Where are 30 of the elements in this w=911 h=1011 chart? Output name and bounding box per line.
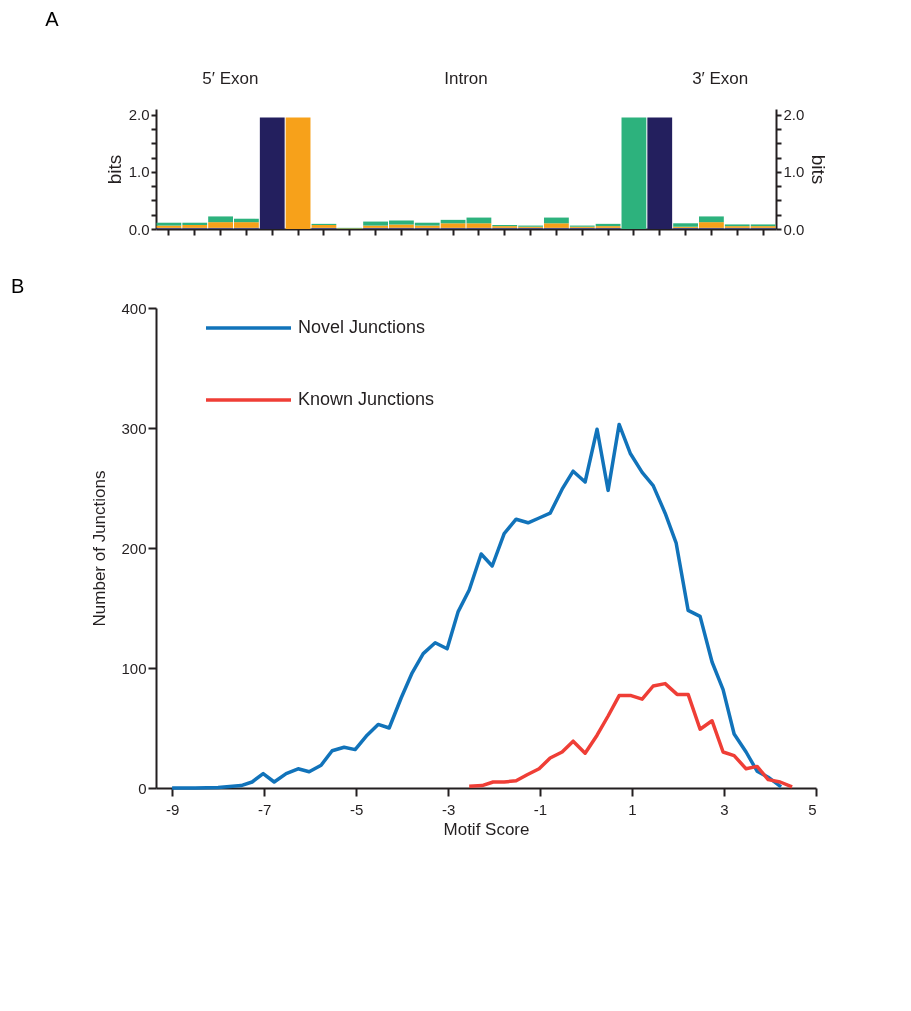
y-tick-label: 400 <box>121 299 147 317</box>
chart-title: B <box>10 275 25 297</box>
legend-label: Known Junctions <box>298 389 435 409</box>
y-tick-label: 0 <box>138 779 147 797</box>
y-axis-title: bits <box>103 154 125 185</box>
y-tick-label: 100 <box>121 659 147 677</box>
y-tick-label: 1.0 <box>128 163 150 181</box>
x-tick-label: -7 <box>257 800 272 818</box>
legend-label: Novel Junctions <box>298 317 426 337</box>
y-tick-label: 2.0 <box>128 106 150 124</box>
x-tick-label: 1 <box>628 800 637 818</box>
y-axis-title: Number of Junctions <box>90 470 110 627</box>
x-axis-title: Motif Score <box>443 819 530 839</box>
x-tick-label: 5 <box>808 800 817 818</box>
x-tick-label: 3 <box>720 800 729 818</box>
y-tick-label: 0.0 <box>128 220 150 238</box>
y-tick-label: 200 <box>121 539 147 557</box>
text: 3′ Exon <box>692 69 749 88</box>
x-tick-label: -5 <box>349 800 364 818</box>
text: 5′ Exon <box>202 69 259 88</box>
x-tick-label: -3 <box>441 800 456 818</box>
chart-title: A <box>45 8 60 30</box>
x-tick-label: -1 <box>533 800 548 818</box>
y2-tick-label: 1.0 <box>783 163 805 181</box>
text: Intron <box>444 69 488 88</box>
y2-tick-label: 0.0 <box>783 220 805 238</box>
y2-axis-title: bits <box>808 154 830 185</box>
y2-tick-label: 2.0 <box>783 106 805 124</box>
y-tick-label: 300 <box>121 419 147 437</box>
x-tick-label: -9 <box>165 800 180 818</box>
